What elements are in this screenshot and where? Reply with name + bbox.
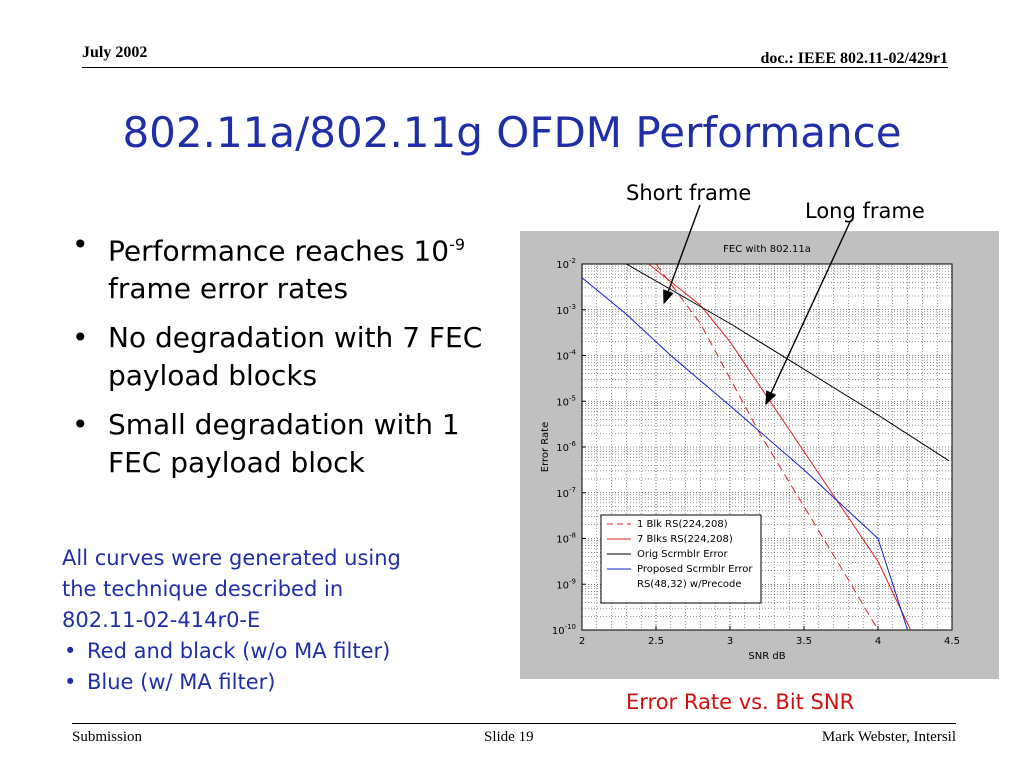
bullet-text: frame error rates xyxy=(108,272,349,306)
legend-label: Orig Scrmblr Error xyxy=(637,549,728,560)
short-frame-label: Short frame xyxy=(626,181,752,205)
chart-title: FEC with 802.11a xyxy=(723,244,811,255)
legend-label: Proposed Scrmblr Error xyxy=(637,564,753,575)
bullet-text: Small degradation with 1 FEC payload blo… xyxy=(108,408,460,480)
y-tick-label: 10-8 xyxy=(556,532,576,546)
slide-title: 802.11a/802.11g OFDM Performance xyxy=(122,108,902,157)
series-line xyxy=(655,263,879,631)
legend-label: 7 Blks RS(224,208) xyxy=(637,534,733,545)
bullet-dot-icon: • xyxy=(64,639,77,663)
x-axis-label: SNR dB xyxy=(748,651,785,662)
bullet-dot-icon: • xyxy=(72,408,89,442)
note-line: the technique described in xyxy=(62,577,344,601)
legend-label: 1 Blk RS(224,208) xyxy=(637,519,728,530)
y-tick-label: 10-6 xyxy=(556,440,576,454)
y-tick-label: 10-10 xyxy=(552,623,576,637)
bullet-dot-icon: • xyxy=(64,670,77,694)
y-tick-label: 10-2 xyxy=(556,257,576,271)
x-tick-label: 2.5 xyxy=(648,636,664,647)
x-tick-label: 2 xyxy=(579,636,585,647)
note-item: • Blue (w/ MA filter) xyxy=(62,667,482,698)
note-line: 802.11-02-414r0-E xyxy=(62,608,261,632)
y-tick-label: 10-3 xyxy=(556,303,576,317)
bullet-dot-icon: • xyxy=(72,228,89,261)
x-tick-label: 4 xyxy=(875,636,881,647)
y-tick-label: 10-7 xyxy=(556,486,576,500)
x-tick-label: 3.5 xyxy=(796,636,812,647)
bullet-text: Performance reaches 10 xyxy=(108,234,450,268)
bullet-item: • Performance reaches 10-9 frame error ra… xyxy=(72,226,492,308)
method-note: All curves were generated using the tech… xyxy=(62,543,482,698)
y-tick-label: 10-9 xyxy=(556,577,576,591)
y-tick-label: 10-5 xyxy=(556,394,576,408)
x-tick-label: 3 xyxy=(727,636,733,647)
legend-label: RS(48,32) w/Precode xyxy=(637,579,741,590)
y-tick-label: 10-4 xyxy=(556,349,576,363)
bullet-item: • No degradation with 7 FEC payload block… xyxy=(72,319,492,395)
bullet-list: • Performance reaches 10-9 frame error ra… xyxy=(72,226,492,493)
footer-slide-number: Slide 19 xyxy=(484,729,534,745)
series-line xyxy=(581,277,909,631)
header-divider xyxy=(82,67,948,68)
legend-box xyxy=(600,514,762,604)
footer-divider xyxy=(72,723,956,724)
error-rate-chart: FEC with 802.11a 2 2.5 3 3.5 4 4.5 SNR dB 10-2 10… xyxy=(540,244,960,662)
footer-submission: Submission xyxy=(72,729,143,745)
chart-panel: FEC with 802.11a 2 2.5 3 3.5 4 4.5 SNR dB 10-2 10… xyxy=(520,231,999,679)
footer-author: Mark Webster, Intersil xyxy=(821,729,956,745)
bullet-superscript: -9 xyxy=(449,235,466,254)
chart-caption: Error Rate vs. Bit SNR xyxy=(626,690,855,714)
note-item-text: Blue (w/ MA filter) xyxy=(87,670,276,694)
header-date: July 2002 xyxy=(82,44,148,61)
bullet-item: • Small degradation with 1 FEC payload bl… xyxy=(72,406,492,482)
long-frame-label: Long frame xyxy=(805,199,925,223)
y-axis-label: Error Rate xyxy=(540,422,551,472)
note-item-text: Red and black (w/o MA filter) xyxy=(87,639,391,663)
bullet-text: No degradation with 7 FEC payload blocks xyxy=(108,321,483,393)
note-item: • Red and black (w/o MA filter) xyxy=(62,636,482,667)
bullet-dot-icon: • xyxy=(72,321,89,355)
note-line: All curves were generated using xyxy=(62,546,401,570)
x-tick-label: 4.5 xyxy=(944,636,960,647)
header-doc-id: doc.: IEEE 802.11-02/429r1 xyxy=(760,50,948,67)
